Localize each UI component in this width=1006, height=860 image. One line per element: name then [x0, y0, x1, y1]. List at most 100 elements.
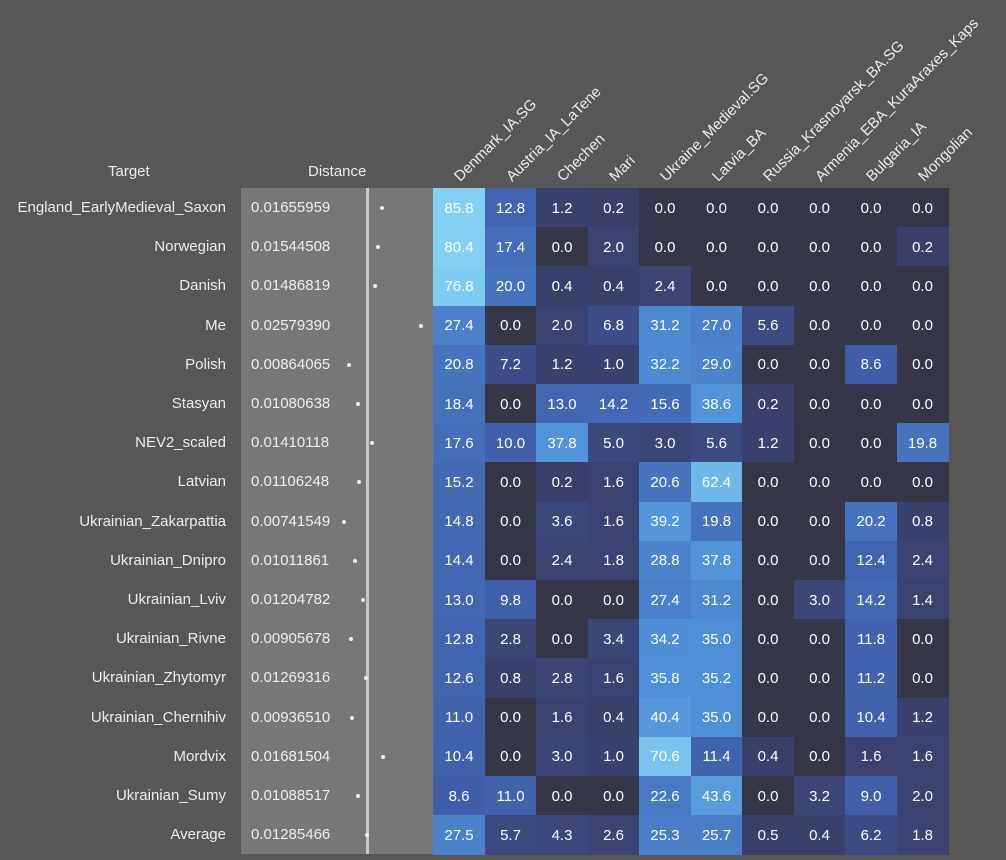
heatmap-cell: 1.2	[536, 188, 588, 228]
heatmap-cell: 0.0	[845, 266, 897, 307]
heatmap-cell: 0.0	[793, 344, 846, 385]
heatmap-cell: 0.4	[587, 697, 640, 738]
heatmap-cell: 0.0	[742, 188, 794, 228]
heatmap-cell: 25.3	[639, 815, 691, 856]
heatmap-cell: 18.4	[433, 384, 485, 424]
heatmap-cell: 19.8	[896, 423, 949, 464]
heatmap-cell: 2.0	[587, 227, 640, 268]
heatmap-cell: 0.0	[793, 658, 846, 699]
heatmap-cell: 0.2	[587, 188, 640, 228]
heatmap-cell: 0.0	[484, 305, 537, 346]
row-target-label: Ukrainian_Sumy	[115, 787, 226, 804]
distance-dot	[356, 794, 361, 798]
heatmap-cell: 17.6	[433, 423, 485, 464]
heatmap-cell: 35.8	[639, 658, 691, 699]
heatmap-cell: 0.0	[742, 227, 794, 268]
heatmap-cell: 0.0	[639, 227, 691, 268]
row-distance-value: 0.00864065	[251, 355, 331, 373]
heatmap-cell: 80.4	[433, 227, 485, 268]
heatmap-cell: 1.2	[896, 697, 949, 738]
heatmap-cell: 62.4	[690, 462, 743, 503]
heatmap-cell: 0.8	[484, 658, 537, 699]
heatmap-cell: 29.0	[690, 344, 743, 385]
heatmap-cell: 0.4	[793, 815, 846, 856]
heatmap-cell: 76.8	[433, 266, 485, 307]
row-distance-value: 0.00905678	[251, 630, 331, 648]
heatmap-cell: 10.4	[433, 736, 485, 777]
heatmap-cell: 1.6	[845, 736, 897, 777]
heatmap-cell: 2.4	[896, 540, 949, 581]
heatmap-cell: 9.8	[484, 580, 537, 620]
heatmap-cell: 1.0	[587, 736, 640, 777]
column-label: Chechen	[553, 130, 609, 185]
distance-dot	[349, 715, 354, 720]
heatmap-cell: 11.2	[845, 658, 897, 699]
heatmap-cell: 3.4	[587, 619, 640, 660]
heatmap-cell: 70.6	[639, 736, 691, 777]
row-target-label: Stasyan	[171, 395, 226, 412]
heatmap-cell: 12.8	[484, 188, 537, 228]
heatmap-cell: 0.0	[793, 736, 846, 777]
heatmap-cell: 8.6	[845, 344, 897, 385]
heatmap-cell: 0.0	[896, 384, 949, 424]
heatmap-cell: 8.6	[433, 776, 485, 816]
heatmap-cell: 0.0	[536, 619, 588, 660]
heatmap-cell: 5.6	[690, 423, 743, 464]
heatmap-cell: 1.8	[587, 540, 640, 581]
heatmap-cell: 3.6	[536, 501, 588, 542]
heatmap-cell: 0.0	[793, 305, 846, 346]
heatmap-cell: 35.0	[690, 697, 743, 738]
heatmap-cell: 1.6	[587, 658, 640, 699]
heatmap-cell: 5.7	[484, 815, 537, 856]
heatmap-cell: 0.0	[587, 580, 640, 620]
heatmap-cell: 4.3	[536, 815, 588, 856]
row-distance-value: 0.01486819	[251, 277, 331, 295]
heatmap-cell: 11.8	[845, 619, 897, 660]
heatmap-cell: 37.8	[536, 423, 588, 464]
row-distance-value: 0.01088517	[251, 787, 331, 804]
heatmap-cell: 0.0	[845, 462, 897, 503]
heatmap-cell: 0.2	[742, 384, 794, 424]
heatmap-cell: 1.0	[587, 344, 640, 385]
heatmap-cell: 0.0	[793, 540, 846, 581]
heatmap-cell: 0.4	[587, 266, 640, 307]
heatmap-cell: 15.6	[639, 384, 691, 424]
heatmap-cell: 0.0	[793, 266, 846, 307]
row-target-label: Me	[205, 316, 226, 334]
heatmap-cell: 27.4	[639, 580, 691, 620]
heatmap-cell: 5.0	[587, 423, 640, 464]
heatmap-cell: 13.0	[433, 580, 485, 620]
distance-dot	[419, 323, 424, 328]
heatmap-cell: 0.0	[742, 344, 794, 385]
heatmap-cell: 0.0	[793, 619, 846, 660]
row-distance-value: 0.01204782	[251, 591, 331, 608]
distance-dot	[373, 284, 378, 289]
heatmap-cell: 27.4	[433, 305, 485, 346]
heatmap-cell: 0.0	[793, 501, 846, 542]
distance-dot	[341, 519, 346, 524]
row-target-label: Polish	[185, 355, 226, 373]
heatmap-cell: 11.0	[433, 697, 485, 738]
row-distance-value: 0.01655959	[251, 199, 331, 216]
heatmap-cell: 0.0	[793, 188, 846, 228]
heatmap-cell: 3.0	[793, 580, 846, 620]
heatmap-cell: 1.2	[742, 423, 794, 464]
row-target-label: Mordvix	[173, 747, 226, 765]
heatmap-cell: 0.0	[742, 776, 794, 816]
heatmap-cell: 11.0	[484, 776, 537, 816]
distance-dot	[353, 558, 358, 563]
heatmap-cell: 0.0	[742, 658, 794, 699]
heatmap-cell: 27.5	[433, 815, 485, 856]
heatmap-cell: 0.0	[742, 462, 794, 503]
heatmap-cell: 0.0	[845, 423, 897, 464]
heatmap-cell: 0.0	[793, 227, 846, 268]
heatmap-cell: 0.0	[793, 423, 846, 464]
row-distance-value: 0.01106248	[251, 473, 330, 491]
distance-dot	[381, 754, 386, 759]
distance-dot	[364, 833, 369, 838]
row-distance-value: 0.01269316	[251, 669, 331, 687]
heatmap-cell: 38.6	[690, 384, 743, 424]
row-target-label: Danish	[179, 277, 226, 295]
heatmap-cell: 0.0	[896, 658, 949, 699]
